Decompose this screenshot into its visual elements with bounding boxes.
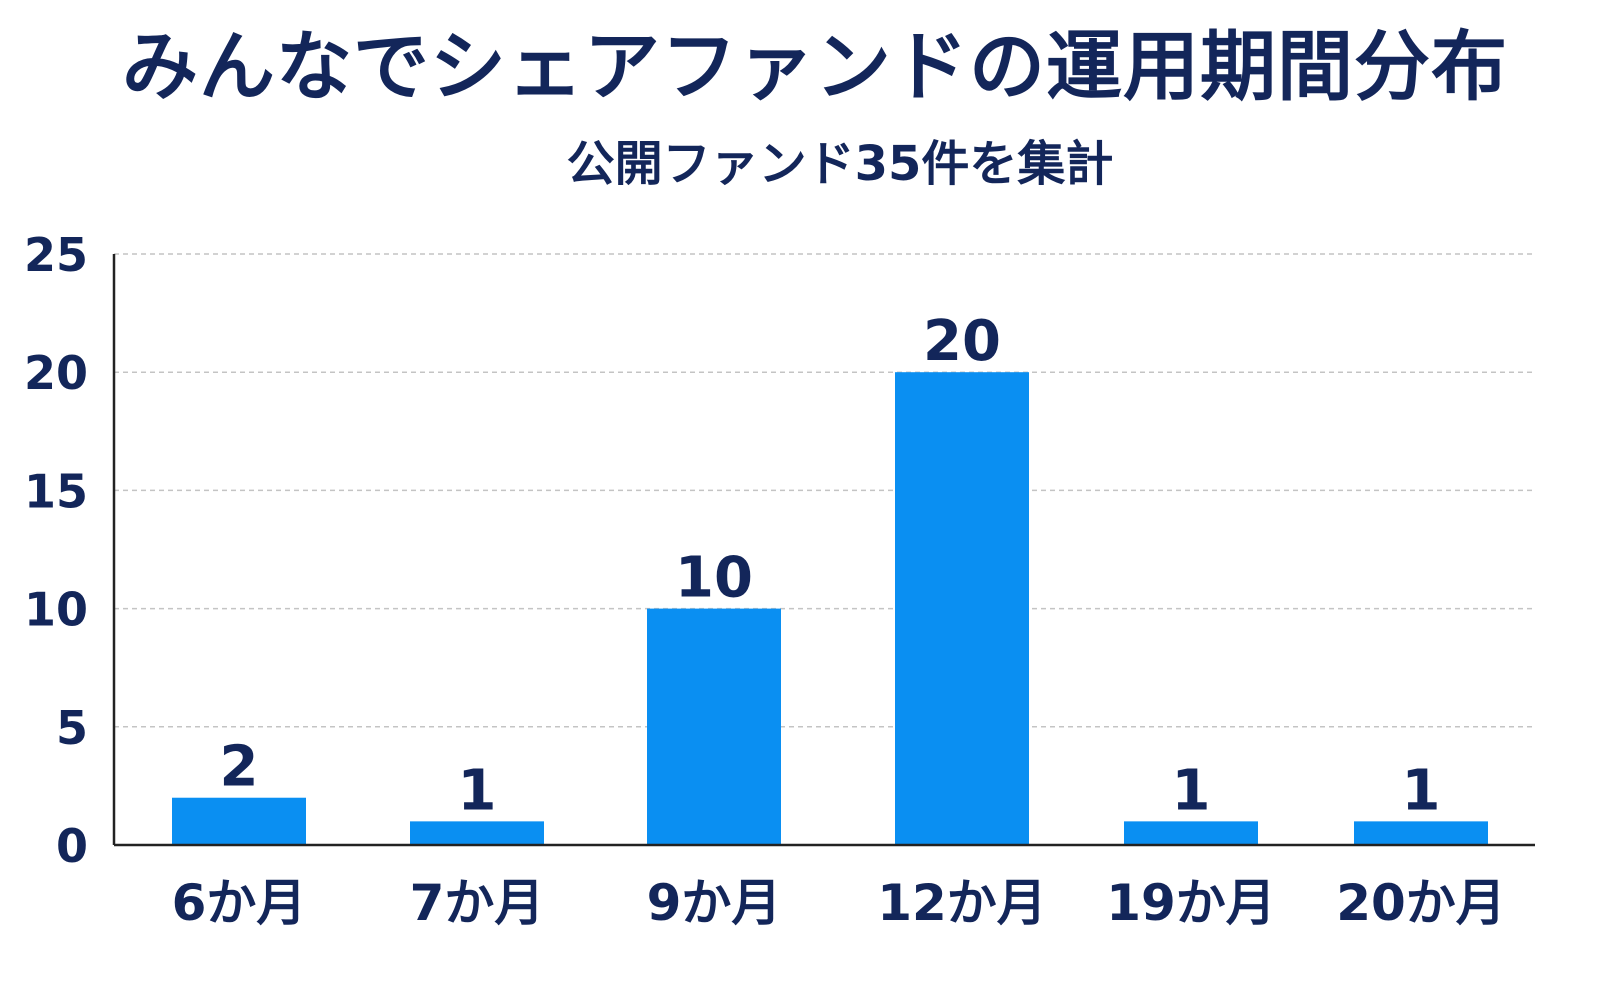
grid-lines <box>114 253 1535 728</box>
y-tick-label: 0 <box>56 819 88 873</box>
bar <box>410 821 544 845</box>
axes <box>112 254 1535 847</box>
y-tick-label: 15 <box>24 464 88 518</box>
data-labels: 2 1 10 20 1 1 <box>220 309 1441 823</box>
data-label: 10 <box>675 546 753 611</box>
bar <box>172 797 306 845</box>
y-tick-label: 5 <box>56 701 88 755</box>
x-tick-label: 9か月 <box>647 874 782 932</box>
x-tick-label: 6か月 <box>172 874 307 932</box>
bar <box>1354 821 1488 845</box>
y-tick-labels: 0 5 10 15 20 25 <box>24 228 88 873</box>
data-label: 1 <box>1172 758 1211 823</box>
y-tick-label: 10 <box>24 583 88 637</box>
data-label: 1 <box>1402 758 1441 823</box>
data-label: 1 <box>458 758 497 823</box>
chart-title: みんなでシェアファンドの運用期間分布 <box>122 22 1508 111</box>
bar <box>647 608 781 845</box>
x-tick-labels: 6か月 7か月 9か月 12か月 19か月 20か月 <box>172 874 1506 932</box>
bars <box>172 372 1488 845</box>
x-tick-label: 20か月 <box>1336 874 1506 932</box>
data-label: 2 <box>220 735 259 800</box>
data-label: 20 <box>923 309 1001 374</box>
chart-subtitle: 公開ファンド35件を集計 <box>566 136 1114 192</box>
x-tick-label: 7か月 <box>410 874 545 932</box>
y-tick-label: 20 <box>24 346 88 400</box>
y-tick-label: 25 <box>24 228 88 282</box>
x-tick-label: 19か月 <box>1106 874 1276 932</box>
bar <box>895 372 1029 845</box>
x-tick-label: 12か月 <box>877 874 1047 932</box>
bar <box>1124 821 1258 845</box>
